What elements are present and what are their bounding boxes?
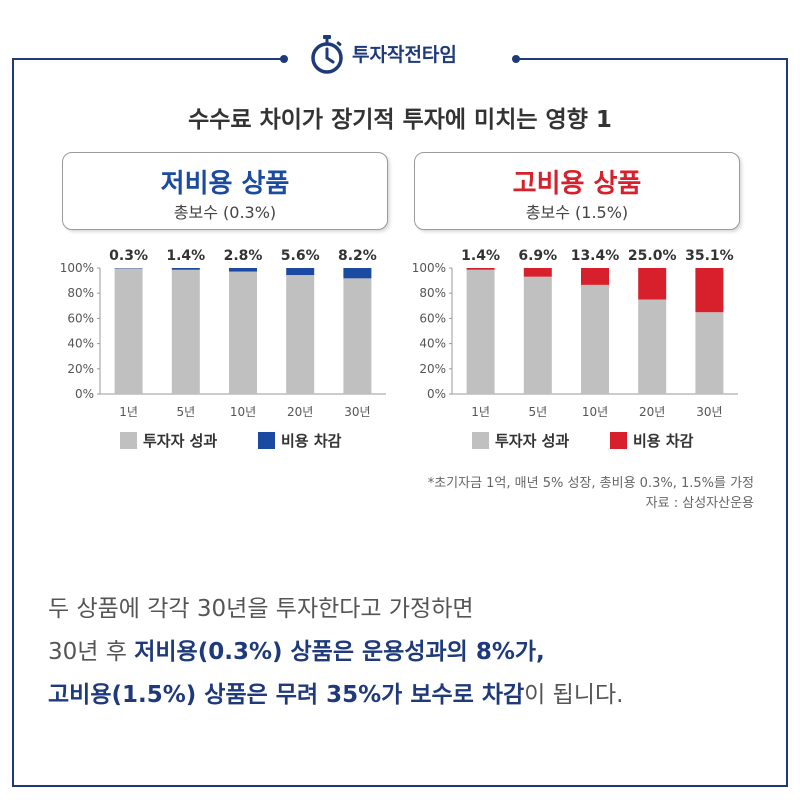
bar-performance — [466, 269, 495, 394]
data-label: 0.3% — [109, 248, 148, 264]
chart-notes: *초기자금 1억, 매년 5% 성장, 총비용 0.3%, 1.5%를 가정 자… — [428, 474, 754, 514]
summary-line-1: 두 상품에 각각 30년을 투자한다고 가정하면 — [48, 596, 474, 622]
bar-cost — [171, 268, 200, 270]
frame-dot-right — [512, 55, 520, 63]
summary-line-3-highlight: 고비용(1.5%) 상품은 무려 35%가 보수로 차감 — [48, 682, 525, 708]
high-cost-chart: 100% 80% 60% 40% 20% 0% 1.4% 1년 6.9% 5년 13.4% 10년 25… — [408, 236, 768, 476]
source-note: 자료 : 삼성자산운용 — [645, 496, 754, 511]
bar-performance — [581, 284, 609, 394]
low-cost-chart-svg: 100% 80% 60% 40% 20% 0% 0.3% 1년 1.4% 5년 2.8% 10년 5.6… — [60, 248, 386, 419]
assumption-note: *초기자금 1억, 매년 5% 성장, 총비용 0.3%, 1.5%를 가정 — [427, 476, 754, 491]
bar-performance — [638, 299, 667, 394]
high-cost-product-box: 고비용 상품 총보수 (1.5%) — [414, 152, 740, 230]
header-title: 투자작전타임 — [352, 44, 457, 66]
legend-label-cost: 비용 차감 — [281, 432, 342, 450]
frame-right-line — [786, 60, 788, 786]
legend-item-cost: 비용 차감 — [258, 430, 341, 451]
data-label: 35.1% — [685, 248, 734, 264]
legend-label-cost: 비용 차감 — [633, 432, 694, 450]
legend-swatch-cost — [258, 432, 275, 449]
bar-performance — [695, 312, 724, 394]
low-cost-product-name: 저비용 상품 — [160, 169, 290, 199]
summary-line-3-plain: 이 됩니다. — [524, 682, 624, 708]
bar-cost — [581, 268, 609, 285]
legend-swatch-cost — [610, 432, 627, 449]
data-label: 8.2% — [338, 248, 377, 264]
frame-dot-left — [280, 55, 288, 63]
bar-performance — [171, 269, 200, 394]
y-tick-label: 80% — [67, 286, 94, 300]
legend-item-cost: 비용 차감 — [610, 430, 693, 451]
low-cost-chart: 100% 80% 60% 40% 20% 0% 0.3% 1년 1.4% 5년 2.8% 10년 5.6… — [56, 236, 416, 476]
legend-label-performance: 투자자 성과 — [143, 432, 218, 450]
frame-top-right-line — [518, 58, 788, 60]
y-tick-label: 40% — [419, 337, 446, 351]
legend-label-performance: 투자자 성과 — [495, 432, 570, 450]
legend-swatch-performance — [120, 432, 137, 449]
frame-bottom-line — [12, 785, 788, 787]
legend-item-performance: 투자자 성과 — [120, 430, 217, 451]
x-tick-label: 1년 — [471, 405, 490, 419]
data-label: 5.6% — [281, 248, 320, 264]
x-tick-label: 5년 — [176, 405, 195, 419]
high-cost-product-fee: 총보수 (1.5%) — [525, 203, 629, 222]
x-tick-label: 30년 — [344, 405, 370, 419]
bar-performance — [343, 278, 372, 394]
summary-line-2: 30년 후 저비용(0.3%) 상품은 운용성과의 8%가, — [48, 631, 623, 674]
y-tick-label: 80% — [419, 286, 446, 300]
x-tick-label: 5년 — [528, 405, 547, 419]
y-tick-label: 100% — [60, 261, 94, 275]
data-label: 1.4% — [461, 248, 500, 264]
bar-performance — [523, 276, 552, 394]
bar-cost — [638, 268, 667, 300]
y-tick-label: 20% — [419, 362, 446, 376]
summary-line-2-plain: 30년 후 — [48, 639, 135, 665]
low-cost-product-fee: 총보수 (0.3%) — [173, 203, 277, 222]
y-tick-label: 100% — [412, 261, 446, 275]
bar-performance — [286, 275, 315, 394]
page-title: 수수료 차이가 장기적 투자에 미치는 영향 1 — [188, 107, 612, 133]
bar-cost — [523, 268, 552, 277]
x-tick-label: 10년 — [582, 405, 608, 419]
y-tick-label: 20% — [67, 362, 94, 376]
frame-top-left-line — [12, 58, 282, 60]
x-tick-label: 1년 — [119, 405, 138, 419]
data-label: 6.9% — [518, 248, 557, 264]
summary-line-3: 고비용(1.5%) 상품은 무려 35%가 보수로 차감이 됩니다. — [48, 674, 623, 717]
high-cost-product-name: 고비용 상품 — [512, 169, 642, 199]
data-label: 2.8% — [224, 248, 263, 264]
frame-left-line — [12, 60, 14, 786]
x-tick-label: 30년 — [696, 405, 722, 419]
y-tick-label: 0% — [75, 387, 94, 401]
bar-cost — [466, 268, 495, 270]
x-tick-label: 20년 — [287, 405, 313, 419]
stopwatch-icon — [311, 35, 343, 74]
bar-performance — [229, 271, 257, 394]
y-tick-label: 60% — [419, 311, 446, 325]
legend-swatch-performance — [472, 432, 489, 449]
data-label: 13.4% — [571, 248, 620, 264]
y-tick-label: 60% — [67, 311, 94, 325]
x-tick-label: 10년 — [230, 405, 256, 419]
data-label: 1.4% — [166, 248, 205, 264]
x-tick-label: 20년 — [639, 405, 665, 419]
low-cost-product-box: 저비용 상품 총보수 (0.3%) — [62, 152, 388, 230]
bar-cost — [695, 268, 724, 313]
summary-text: 두 상품에 각각 30년을 투자한다고 가정하면 30년 후 저비용(0.3%)… — [48, 588, 623, 717]
y-tick-label: 40% — [67, 337, 94, 351]
high-cost-chart-svg: 100% 80% 60% 40% 20% 0% 1.4% 1년 6.9% 5년 13.4% 10년 25… — [412, 248, 738, 419]
data-label: 25.0% — [628, 248, 677, 264]
bar-performance — [114, 268, 143, 394]
y-tick-label: 0% — [427, 387, 446, 401]
bar-cost — [229, 268, 257, 272]
bar-cost — [286, 268, 315, 276]
bar-cost — [343, 268, 372, 279]
legend-item-performance: 투자자 성과 — [472, 430, 569, 451]
summary-line-2-highlight: 저비용(0.3%) 상품은 운용성과의 8%가, — [134, 639, 545, 665]
